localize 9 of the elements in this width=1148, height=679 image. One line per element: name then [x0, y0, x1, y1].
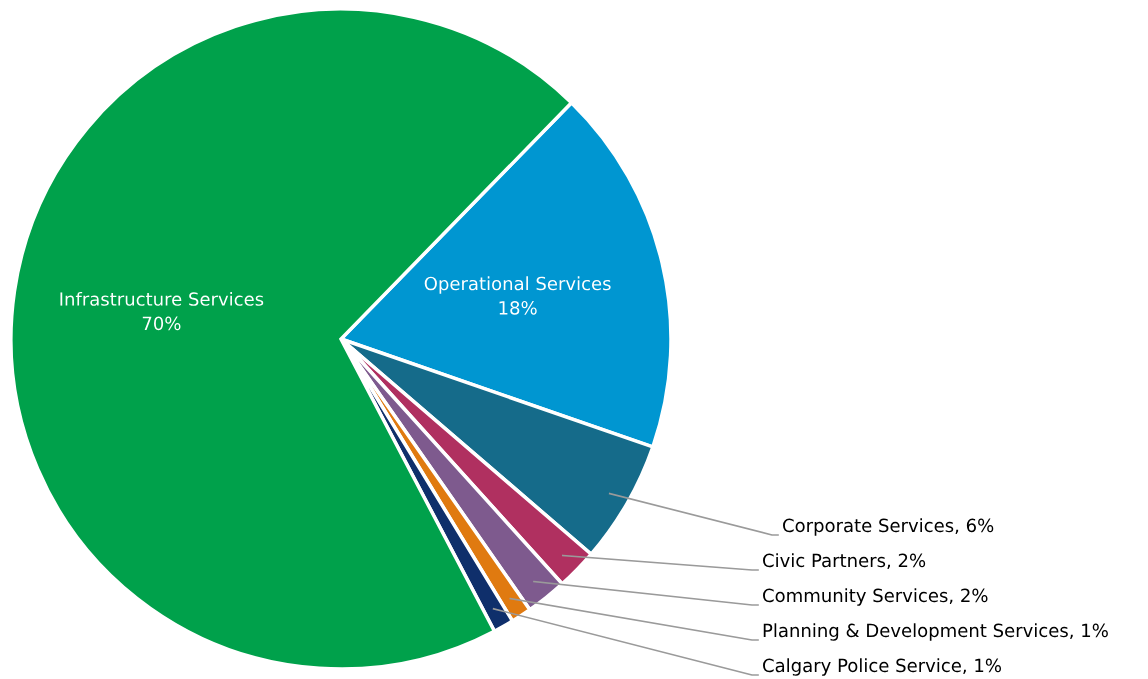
- slice-label: Operational Services: [424, 276, 611, 294]
- data-label: 18%: [499, 300, 537, 315]
- slice-label: Planning & Development Services, 1%: [763, 623, 1108, 641]
- slice-label: Civic Partners, 2%: [763, 553, 926, 570]
- slice-label: Community Services, 2%: [763, 588, 988, 606]
- data-label: 70%: [142, 316, 181, 331]
- slice-label: Infrastructure Services: [60, 291, 264, 306]
- slice-label: Calgary Police Service, 1%: [763, 658, 1001, 676]
- slice-label: Corporate Services, 6%: [783, 518, 994, 536]
